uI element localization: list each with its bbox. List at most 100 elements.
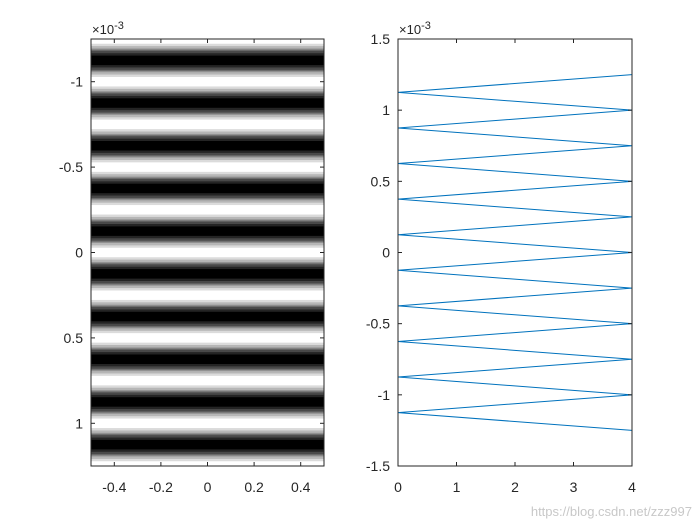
image-band (91, 285, 324, 288)
image-band (91, 207, 324, 210)
image-band (91, 400, 324, 403)
image-band (91, 110, 324, 112)
image-band (91, 244, 324, 246)
image-band (91, 264, 324, 267)
image-band (91, 105, 324, 108)
image-band (91, 310, 324, 313)
image-band (91, 387, 324, 390)
image-band (91, 88, 324, 91)
image-band (91, 368, 324, 371)
image-band (91, 186, 324, 188)
image-band (91, 112, 324, 115)
image-band (91, 397, 324, 399)
image-band (91, 367, 324, 370)
image-band (91, 315, 324, 318)
image-band (91, 404, 324, 407)
image-band (91, 168, 324, 171)
image-band (91, 295, 324, 297)
image-band (91, 216, 324, 219)
image-band (91, 381, 324, 384)
image-band (91, 119, 324, 122)
image-band (91, 84, 324, 86)
right-y-tick-label: 1 (382, 102, 390, 118)
image-band (91, 248, 324, 251)
image-band (91, 148, 324, 150)
image-band (91, 81, 324, 84)
image-band (91, 106, 324, 109)
image-band (91, 363, 324, 366)
image-band (91, 369, 324, 372)
image-band (91, 384, 324, 386)
image-band (91, 308, 324, 311)
image-band (91, 206, 324, 209)
image-band (91, 261, 324, 264)
image-band (91, 410, 324, 413)
image-band (91, 411, 324, 414)
image-band (91, 144, 324, 147)
right-x-tick-label: 0 (394, 479, 402, 495)
image-band (91, 167, 324, 169)
image-band (91, 436, 324, 439)
image-band (91, 74, 324, 77)
image-band (91, 227, 324, 230)
image-band (91, 299, 324, 302)
image-band (91, 122, 324, 124)
image-band (91, 409, 324, 411)
image-band (91, 382, 324, 385)
image-band (91, 232, 324, 235)
image-band (91, 428, 324, 430)
image-band (91, 208, 324, 211)
image-band (91, 303, 324, 306)
image-band (91, 145, 324, 148)
image-band (91, 90, 324, 92)
image-band (91, 266, 324, 269)
image-band (91, 429, 324, 432)
image-band (91, 385, 324, 388)
image-band (91, 273, 324, 276)
image-band (91, 65, 324, 67)
right-y-tick-label: 0.5 (371, 173, 391, 189)
image-band (91, 103, 324, 105)
image-band (91, 210, 324, 213)
image-band (91, 100, 324, 103)
image-band (91, 307, 324, 309)
image-band (91, 354, 324, 357)
image-band (91, 246, 324, 249)
image-band (91, 93, 324, 96)
image-band (91, 284, 324, 287)
image-band (91, 347, 324, 350)
image-band (91, 345, 324, 347)
image-band (91, 135, 324, 137)
left-axes-image-plot: -0.4 -0.2 0 0.2 0.4 -1 -0.5 0 0.5 1 ×10-3 (59, 20, 325, 495)
image-band (91, 162, 324, 165)
image-band (91, 152, 324, 155)
image-band (91, 124, 324, 127)
image-band (91, 375, 324, 378)
image-band (91, 365, 324, 367)
image-band (91, 337, 324, 340)
left-y-tick-label: -1 (71, 74, 84, 90)
image-band (91, 454, 324, 456)
image-band (91, 67, 324, 70)
image-band (91, 339, 324, 341)
image-band (91, 399, 324, 402)
right-y-tick-label: 0 (382, 245, 390, 261)
image-band (91, 254, 324, 257)
image-band (91, 53, 324, 56)
image-band (91, 57, 324, 60)
image-band (91, 422, 324, 424)
image-band (91, 439, 324, 442)
image-band (91, 423, 324, 426)
image-band (91, 450, 324, 453)
image-band (91, 340, 324, 343)
image-band (91, 362, 324, 365)
image-band (91, 304, 324, 307)
image-band (91, 252, 324, 255)
image-band (91, 241, 324, 244)
image-band (91, 97, 324, 99)
image-band (91, 164, 324, 167)
image-band (91, 433, 324, 436)
image-band (91, 73, 324, 76)
image-band (91, 275, 324, 277)
image-band (91, 229, 324, 232)
